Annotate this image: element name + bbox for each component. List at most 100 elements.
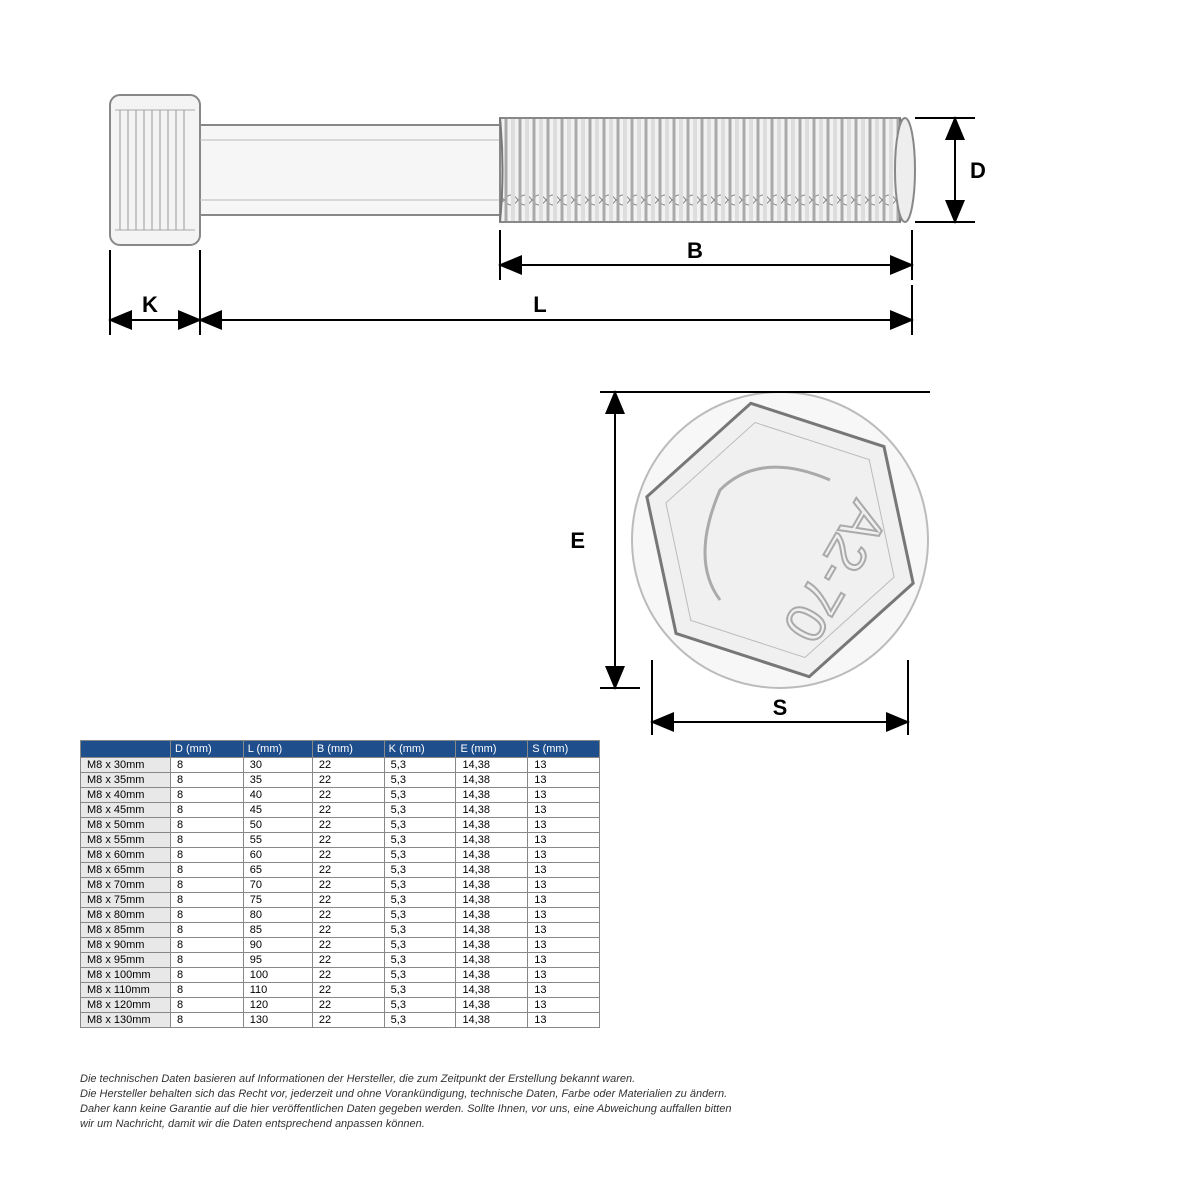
data-cell: 13: [528, 818, 600, 833]
table-row: M8 x 110mm8110225,314,3813: [81, 983, 600, 998]
footnote-line: Daher kann keine Garantie auf die hier v…: [80, 1102, 980, 1117]
row-label: M8 x 90mm: [81, 938, 171, 953]
data-cell: 13: [528, 1013, 600, 1028]
row-label: M8 x 85mm: [81, 923, 171, 938]
data-cell: 40: [243, 788, 312, 803]
data-cell: 13: [528, 848, 600, 863]
data-cell: 14,38: [456, 923, 528, 938]
table-row: M8 x 40mm840225,314,3813: [81, 788, 600, 803]
row-label: M8 x 60mm: [81, 848, 171, 863]
col-header: K (mm): [384, 741, 456, 758]
footnote-text: Die technischen Daten basieren auf Infor…: [80, 1072, 980, 1131]
col-header: S (mm): [528, 741, 600, 758]
data-cell: 22: [312, 893, 384, 908]
row-label: M8 x 80mm: [81, 908, 171, 923]
table-row: M8 x 75mm875225,314,3813: [81, 893, 600, 908]
data-cell: 5,3: [384, 953, 456, 968]
data-cell: 5,3: [384, 788, 456, 803]
data-cell: 80: [243, 908, 312, 923]
row-label: M8 x 120mm: [81, 998, 171, 1013]
data-cell: 75: [243, 893, 312, 908]
table-row: M8 x 60mm860225,314,3813: [81, 848, 600, 863]
row-label: M8 x 45mm: [81, 803, 171, 818]
data-cell: 45: [243, 803, 312, 818]
data-cell: 14,38: [456, 773, 528, 788]
data-cell: 5,3: [384, 818, 456, 833]
label-k: K: [142, 292, 158, 317]
data-cell: 22: [312, 923, 384, 938]
data-cell: 22: [312, 803, 384, 818]
data-cell: 85: [243, 923, 312, 938]
data-cell: 14,38: [456, 818, 528, 833]
row-label: M8 x 50mm: [81, 818, 171, 833]
row-label: M8 x 130mm: [81, 1013, 171, 1028]
specification-table: D (mm)L (mm)B (mm)K (mm)E (mm)S (mm) M8 …: [80, 740, 600, 1028]
data-cell: 22: [312, 908, 384, 923]
bolt-head-top-view: A2-70: [609, 382, 950, 699]
table-row: M8 x 90mm890225,314,3813: [81, 938, 600, 953]
table-row: M8 x 35mm835225,314,3813: [81, 773, 600, 788]
data-cell: 8: [171, 848, 244, 863]
data-cell: 22: [312, 758, 384, 773]
data-cell: 5,3: [384, 893, 456, 908]
data-cell: 14,38: [456, 803, 528, 818]
row-label: M8 x 40mm: [81, 788, 171, 803]
col-header: [81, 741, 171, 758]
row-label: M8 x 35mm: [81, 773, 171, 788]
data-cell: 14,38: [456, 953, 528, 968]
data-cell: 90: [243, 938, 312, 953]
data-cell: 13: [528, 878, 600, 893]
data-cell: 13: [528, 908, 600, 923]
data-cell: 110: [243, 983, 312, 998]
data-cell: 8: [171, 998, 244, 1013]
data-cell: 22: [312, 953, 384, 968]
data-cell: 22: [312, 878, 384, 893]
row-label: M8 x 65mm: [81, 863, 171, 878]
data-cell: 22: [312, 1013, 384, 1028]
data-cell: 5,3: [384, 803, 456, 818]
label-s: S: [773, 695, 788, 720]
footnote-line: Die technischen Daten basieren auf Infor…: [80, 1072, 980, 1087]
dimension-d: [915, 118, 975, 222]
data-cell: 60: [243, 848, 312, 863]
data-cell: 5,3: [384, 908, 456, 923]
data-cell: 5,3: [384, 938, 456, 953]
data-cell: 8: [171, 893, 244, 908]
table-row: M8 x 30mm830225,314,3813: [81, 758, 600, 773]
data-cell: 22: [312, 773, 384, 788]
row-label: M8 x 95mm: [81, 953, 171, 968]
dimension-b: [500, 230, 912, 280]
data-cell: 14,38: [456, 1013, 528, 1028]
data-cell: 5,3: [384, 758, 456, 773]
data-cell: 13: [528, 758, 600, 773]
spec-table: D (mm)L (mm)B (mm)K (mm)E (mm)S (mm) M8 …: [80, 740, 600, 1028]
data-cell: 14,38: [456, 848, 528, 863]
data-cell: 8: [171, 923, 244, 938]
data-cell: 8: [171, 758, 244, 773]
data-cell: 14,38: [456, 968, 528, 983]
data-cell: 13: [528, 833, 600, 848]
table-row: M8 x 120mm8120225,314,3813: [81, 998, 600, 1013]
data-cell: 13: [528, 893, 600, 908]
dimension-l: [200, 250, 912, 335]
row-label: M8 x 110mm: [81, 983, 171, 998]
data-cell: 14,38: [456, 758, 528, 773]
data-cell: 13: [528, 983, 600, 998]
data-cell: 5,3: [384, 998, 456, 1013]
data-cell: 14,38: [456, 893, 528, 908]
row-label: M8 x 70mm: [81, 878, 171, 893]
row-label: M8 x 75mm: [81, 893, 171, 908]
data-cell: 13: [528, 803, 600, 818]
data-cell: 14,38: [456, 788, 528, 803]
data-cell: 8: [171, 983, 244, 998]
data-cell: 8: [171, 788, 244, 803]
data-cell: 65: [243, 863, 312, 878]
data-cell: 22: [312, 998, 384, 1013]
data-cell: 8: [171, 938, 244, 953]
data-cell: 8: [171, 773, 244, 788]
label-e: E: [570, 528, 585, 553]
data-cell: 13: [528, 773, 600, 788]
data-cell: 5,3: [384, 1013, 456, 1028]
data-cell: 8: [171, 968, 244, 983]
data-cell: 120: [243, 998, 312, 1013]
